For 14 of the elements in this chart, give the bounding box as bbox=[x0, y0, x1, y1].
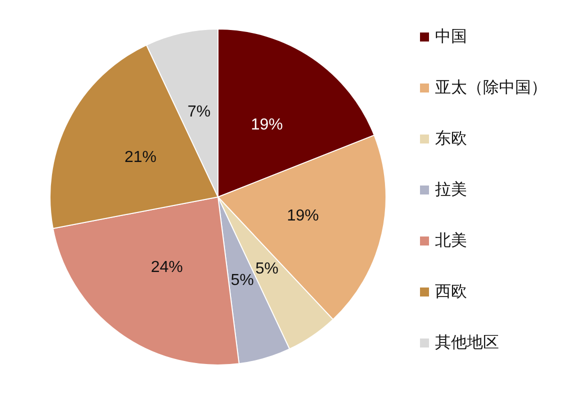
data-label: 24% bbox=[150, 258, 183, 276]
legend-label: 拉美 bbox=[435, 180, 467, 198]
legend-label: 北美 bbox=[435, 232, 467, 250]
legend-label: 东欧 bbox=[435, 130, 467, 148]
data-label: 7% bbox=[187, 104, 211, 121]
legend-label: 亚太（除中国） bbox=[435, 78, 547, 96]
data-label: 19% bbox=[286, 207, 319, 224]
legend-label: 中国 bbox=[435, 28, 467, 46]
data-label: 21% bbox=[124, 149, 156, 166]
data-label: 5% bbox=[255, 260, 278, 278]
data-label: 5% bbox=[230, 272, 254, 290]
legend-label: 西欧 bbox=[435, 284, 467, 300]
data-label: 19% bbox=[250, 116, 283, 134]
legend-label: 其他地区 bbox=[435, 334, 499, 352]
